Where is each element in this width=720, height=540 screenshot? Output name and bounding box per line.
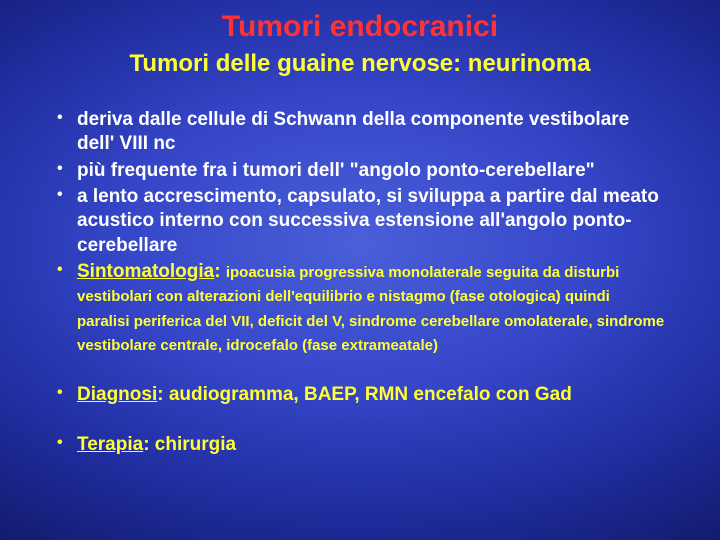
bullet-item: deriva dalle cellule di Schwann della co… xyxy=(55,108,665,157)
bullet-item: Diagnosi: audiogramma, BAEP, RMN encefal… xyxy=(55,383,665,407)
bullet-group-yellow: Diagnosi: audiogramma, BAEP, RMN encefal… xyxy=(55,383,665,407)
slide: Tumori endocranici Tumori delle guaine n… xyxy=(0,0,720,540)
bullet-item: Terapia: chirurgia xyxy=(55,433,665,457)
bullet-item: a lento accrescimento, capsulato, si svi… xyxy=(55,185,665,258)
bullet-item: Sintomatologia: ipoacusia progressiva mo… xyxy=(55,260,665,357)
slide-title: Tumori endocranici xyxy=(55,10,665,44)
section-text: : xyxy=(214,261,226,282)
section-label: Sintomatologia xyxy=(77,261,214,282)
section-label: Diagnosi xyxy=(77,384,157,405)
section-text: : chirurgia xyxy=(143,434,236,455)
bullet-group-yellow: Sintomatologia: ipoacusia progressiva mo… xyxy=(55,260,665,357)
spacer xyxy=(55,359,665,383)
bullet-item: più frequente fra i tumori dell' "angolo… xyxy=(55,159,665,183)
bullet-group-yellow: Terapia: chirurgia xyxy=(55,433,665,457)
slide-subtitle: Tumori delle guaine nervose: neurinoma xyxy=(55,50,665,78)
bullet-group-white: deriva dalle cellule di Schwann della co… xyxy=(55,108,665,258)
spacer xyxy=(55,409,665,433)
section-label: Terapia xyxy=(77,434,143,455)
section-text: : audiogramma, BAEP, RMN encefalo con Ga… xyxy=(157,384,572,405)
